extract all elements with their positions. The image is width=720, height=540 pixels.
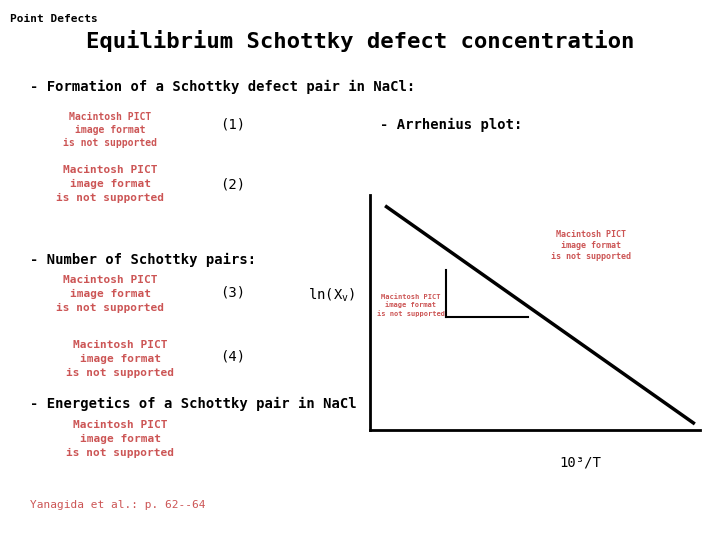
Text: - Number of Schottky pairs:: - Number of Schottky pairs: [30, 253, 256, 267]
Text: (2): (2) [220, 178, 245, 192]
Text: Macintosh PICT
image format
is not supported: Macintosh PICT image format is not suppo… [63, 112, 157, 149]
Text: Macintosh PICT
image format
is not supported: Macintosh PICT image format is not suppo… [377, 294, 444, 317]
Text: Equilibrium Schottky defect concentration: Equilibrium Schottky defect concentratio… [86, 30, 634, 52]
Text: Macintosh PICT
image format
is not supported: Macintosh PICT image format is not suppo… [66, 340, 174, 378]
Text: Macintosh PICT
image format
is not supported: Macintosh PICT image format is not suppo… [66, 420, 174, 458]
Text: - Energetics of a Schottky pair in NaCl: - Energetics of a Schottky pair in NaCl [30, 397, 356, 411]
Text: (1): (1) [220, 118, 245, 132]
Text: - Arrhenius plot:: - Arrhenius plot: [380, 118, 523, 132]
Text: - Formation of a Schottky defect pair in NaCl:: - Formation of a Schottky defect pair in… [30, 80, 415, 94]
Text: Point Defects: Point Defects [10, 14, 98, 24]
Text: (3): (3) [220, 285, 245, 299]
Text: (4): (4) [220, 350, 245, 364]
Text: Macintosh PICT
image format
is not supported: Macintosh PICT image format is not suppo… [56, 275, 164, 313]
Text: ln(X$_\mathregular{v}$): ln(X$_\mathregular{v}$) [307, 286, 355, 303]
Text: Macintosh PICT
image format
is not supported: Macintosh PICT image format is not suppo… [56, 165, 164, 203]
Text: Macintosh PICT
image format
is not supported: Macintosh PICT image format is not suppo… [552, 230, 631, 261]
Text: Yanagida et al.: p. 62--64: Yanagida et al.: p. 62--64 [30, 500, 205, 510]
Text: 10³/T: 10³/T [559, 455, 601, 469]
